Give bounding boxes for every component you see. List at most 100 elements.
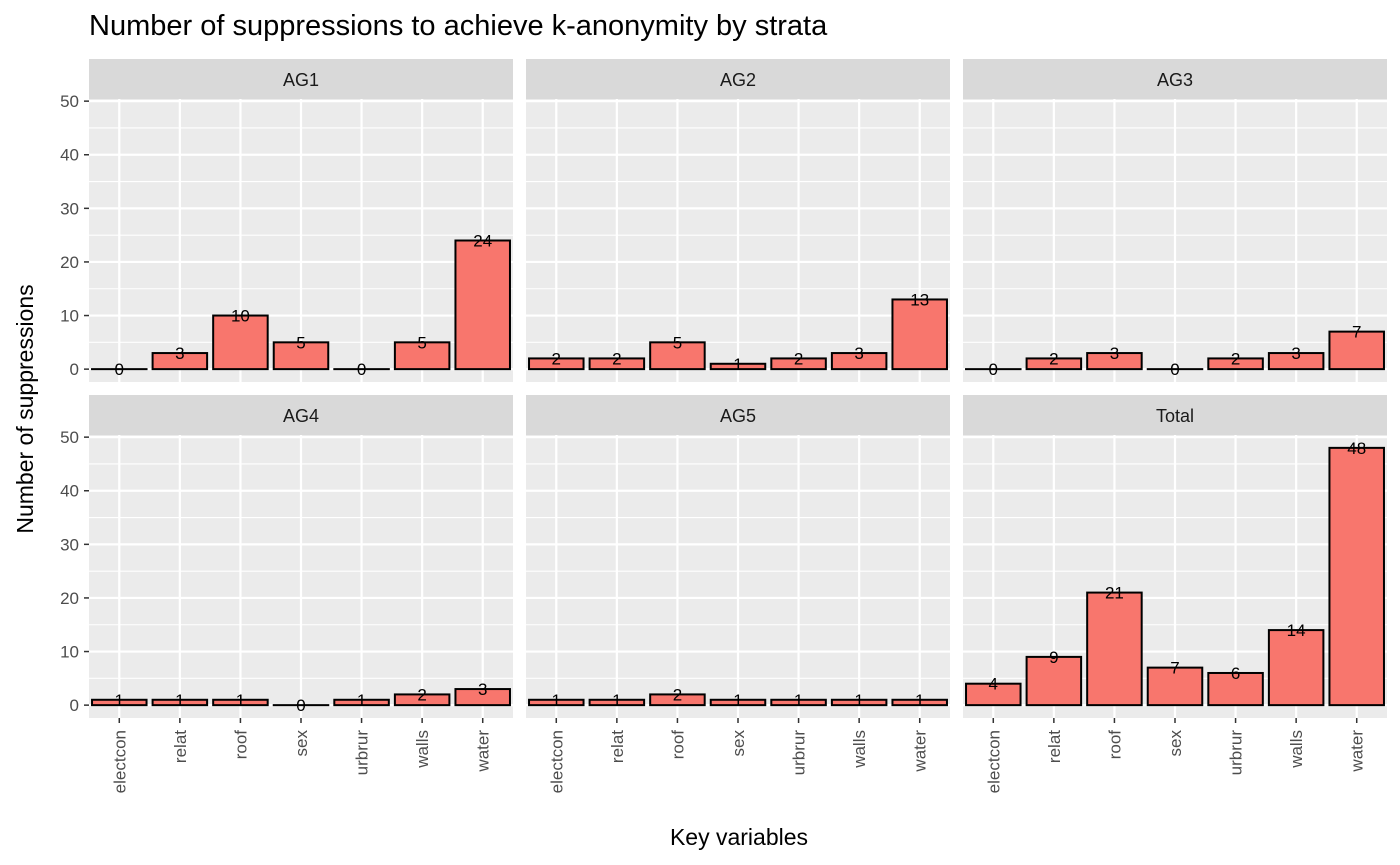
bar-relat: [151, 352, 209, 371]
x-tick-label: sex: [292, 730, 311, 757]
bar-water: [891, 298, 948, 371]
data-label: 48: [1347, 439, 1366, 458]
bar-water: [454, 239, 511, 371]
facet-strip-label: AG4: [283, 406, 319, 426]
data-label: 24: [473, 232, 492, 251]
facet-strip: [963, 395, 1387, 435]
x-tick-label: water: [1348, 730, 1367, 773]
y-tick-label: 0: [70, 360, 79, 379]
bar-water: [1328, 446, 1385, 707]
y-tick-label: 20: [60, 589, 79, 608]
bar-electcon: [528, 357, 585, 371]
data-label: 21: [1105, 584, 1124, 603]
data-label: 0: [357, 360, 366, 379]
data-label: 2: [1231, 349, 1240, 368]
y-tick-label: 50: [60, 428, 79, 447]
bar-sex: [1146, 666, 1204, 707]
bar-water: [454, 688, 511, 707]
data-label: 1: [794, 691, 803, 710]
data-label: 3: [175, 344, 184, 363]
x-tick-label: electcon: [110, 730, 129, 793]
bar-roof: [212, 314, 269, 371]
data-label: 1: [733, 355, 742, 374]
x-tick-label: urbrur: [790, 730, 809, 776]
x-tick-label: electcon: [984, 730, 1003, 793]
data-label: 3: [478, 680, 487, 699]
bar-walls: [393, 341, 451, 371]
bar-roof: [649, 693, 706, 707]
bar-relat: [1025, 357, 1083, 371]
x-tick-label: relat: [1045, 730, 1064, 763]
bar-electcon: [91, 698, 148, 707]
facet-total: Total 4 9 21 7 6 14 48 electcon relat roof sex urbru…: [963, 395, 1387, 793]
facet-strip-label: AG1: [283, 70, 319, 90]
y-axis-title: Number of suppressions: [12, 284, 38, 533]
y-tick-label: 40: [60, 146, 79, 165]
facet-strip-label: Total: [1156, 406, 1194, 426]
y-tick-label: 10: [60, 307, 79, 326]
bar-walls: [1267, 352, 1325, 371]
data-label: 13: [910, 290, 929, 309]
data-label: 1: [115, 691, 124, 710]
data-label: 1: [612, 691, 621, 710]
data-label: 4: [989, 675, 998, 694]
data-label: 1: [915, 691, 924, 710]
data-label: 3: [1291, 344, 1300, 363]
bar-sex: [709, 698, 767, 707]
bar-relat: [588, 357, 646, 371]
bar-urbrur: [1207, 357, 1264, 371]
data-label: 0: [1170, 360, 1179, 379]
data-label: 1: [854, 691, 863, 710]
data-label: 7: [1352, 323, 1361, 342]
x-tick-label: roof: [231, 730, 250, 760]
data-label: 14: [1287, 621, 1306, 640]
bar-relat: [588, 698, 646, 707]
chart-title: Number of suppressions to achieve k-anon…: [89, 10, 828, 42]
y-tick-label: 10: [60, 643, 79, 662]
data-label: 0: [989, 360, 998, 379]
facet-ag3: AG3 0 2 3 0 2 3 7: [963, 59, 1387, 382]
bar-relat: [1025, 655, 1083, 707]
bar-urbrur: [770, 357, 827, 371]
data-label: 2: [794, 349, 803, 368]
data-label: 0: [115, 360, 124, 379]
data-label: 7: [1170, 659, 1179, 678]
bar-urbrur: [770, 698, 827, 707]
facet-strip: [89, 395, 513, 435]
data-label: 2: [612, 349, 621, 368]
facet-strip: [526, 395, 950, 435]
data-label: 2: [1049, 349, 1058, 368]
bar-water: [1328, 330, 1385, 371]
bar-relat: [151, 698, 209, 707]
bar-sex: [272, 341, 330, 371]
data-label: 1: [552, 691, 561, 710]
data-label: 2: [673, 685, 682, 704]
data-label: 9: [1049, 648, 1058, 667]
x-tick-label: walls: [850, 730, 869, 769]
x-tick-label: urbrur: [1227, 730, 1246, 776]
data-label: 2: [552, 349, 561, 368]
bar-urbrur: [333, 698, 390, 707]
bar-walls: [1267, 629, 1325, 707]
y-tick-label: 30: [60, 535, 79, 554]
x-tick-label: walls: [1287, 730, 1306, 769]
data-label: 1: [175, 691, 184, 710]
data-label: 1: [733, 691, 742, 710]
facet-strip-label: AG5: [720, 406, 756, 426]
bar-water: [891, 698, 948, 707]
x-tick-label: relat: [608, 730, 627, 763]
x-tick-label: sex: [1166, 730, 1185, 757]
data-label: 1: [357, 691, 366, 710]
bar-roof: [649, 341, 706, 371]
x-tick-label: roof: [1105, 730, 1124, 760]
bar-roof: [1086, 352, 1143, 371]
facet-strip-label: AG2: [720, 70, 756, 90]
x-axis-title: Key variables: [670, 824, 808, 850]
data-label: 1: [236, 691, 245, 710]
data-label: 10: [231, 307, 250, 326]
bar-walls: [830, 352, 888, 371]
y-tick-label: 0: [70, 696, 79, 715]
data-label: 0: [296, 696, 305, 715]
y-tick-label: 50: [60, 92, 79, 111]
